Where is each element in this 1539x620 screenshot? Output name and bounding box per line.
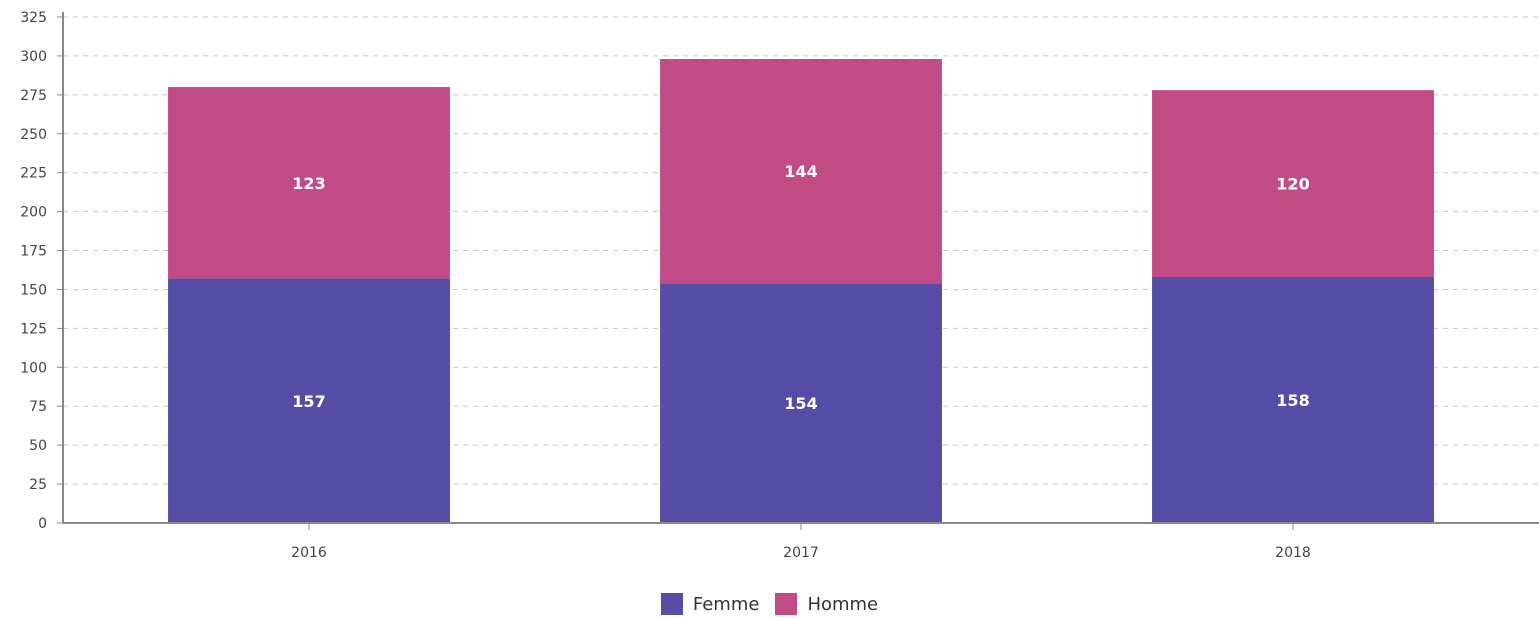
y-tick-label-25: 25	[29, 477, 47, 493]
y-tick-label-150: 150	[20, 282, 47, 298]
y-tick-label-175: 175	[20, 244, 47, 260]
legend-swatch-homme	[775, 593, 798, 615]
y-tick-label-275: 275	[20, 88, 47, 104]
bar-homme-2018	[1152, 90, 1434, 278]
bars: 157 123 154 144 158 120	[168, 59, 1434, 523]
x-axis-ticks: 2016 2017 2018	[291, 523, 1311, 561]
bar-label-femme-2017: 154	[784, 394, 817, 413]
y-tick-label-225: 225	[20, 166, 47, 182]
y-tick-label-250: 250	[20, 127, 47, 143]
y-axis-ticks: 0 25 50 75 100 125 150 175 200 225 250 275 300 325	[20, 10, 63, 532]
legend: Femme Homme	[0, 593, 1539, 615]
legend-swatch-femme	[660, 593, 683, 615]
bar-label-homme-2017: 144	[784, 162, 817, 181]
y-tick-label-0: 0	[38, 516, 47, 532]
y-tick-label-50: 50	[29, 438, 47, 454]
stacked-bar-chart: 157 123 154 144 158 120 0 25 50 75 100 125 150 175 20…	[20, 10, 1539, 561]
bar-homme-2016	[168, 87, 450, 279]
y-tick-label-200: 200	[20, 205, 47, 221]
y-tick-label-125: 125	[20, 321, 47, 337]
bar-label-femme-2016: 157	[292, 392, 325, 411]
y-tick-label-100: 100	[20, 360, 47, 376]
bar-femme-2017	[660, 283, 942, 523]
legend-item-homme[interactable]: Homme	[775, 593, 878, 615]
legend-label-femme: Femme	[692, 593, 760, 615]
bar-label-homme-2016: 123	[292, 174, 325, 193]
legend-label-homme: Homme	[807, 593, 879, 615]
x-tick-label-2018: 2018	[1275, 545, 1311, 561]
bar-label-homme-2018: 120	[1276, 175, 1309, 194]
x-tick-label-2017: 2017	[783, 545, 819, 561]
legend-item-femme[interactable]: Femme	[660, 593, 760, 615]
y-tick-label-75: 75	[29, 399, 47, 415]
y-tick-label-300: 300	[20, 49, 47, 65]
bar-homme-2017	[660, 59, 942, 284]
x-tick-label-2016: 2016	[291, 545, 327, 561]
bar-femme-2018	[1152, 277, 1434, 523]
bar-label-femme-2018: 158	[1276, 391, 1309, 410]
bar-femme-2016	[168, 278, 450, 523]
y-tick-label-325: 325	[20, 10, 47, 26]
